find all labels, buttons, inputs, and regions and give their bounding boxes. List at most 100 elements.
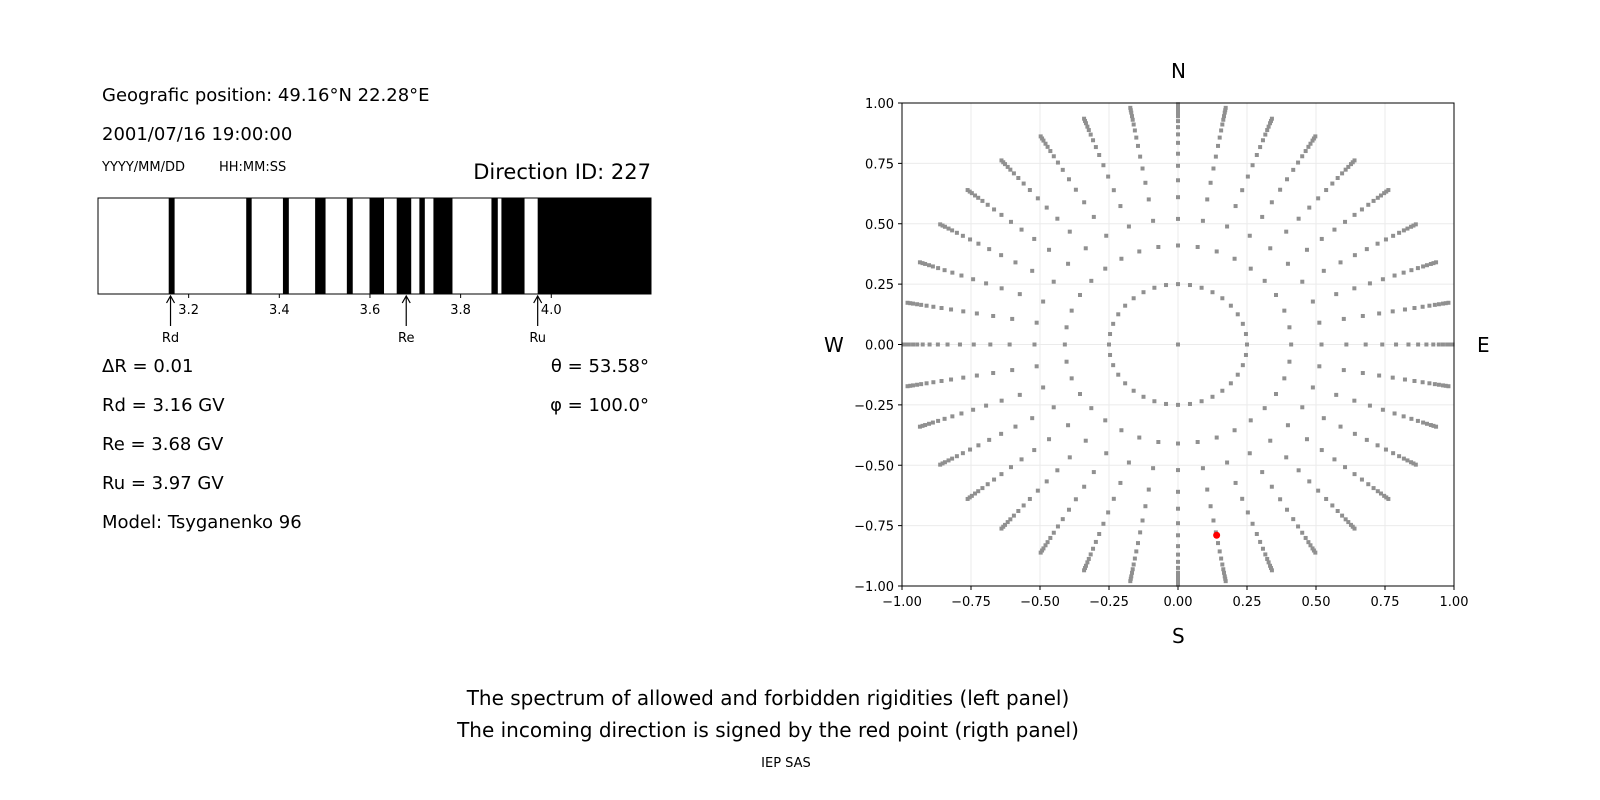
direction-point <box>1048 535 1053 540</box>
direction-point <box>1420 304 1425 309</box>
direction-point <box>1130 567 1135 572</box>
direction-point <box>1176 441 1180 446</box>
direction-point <box>1316 196 1321 201</box>
direction-point <box>1364 247 1369 252</box>
direction-scatter-chart: −1.00−1.00 −0.75 −0.75 −0.50 −0.50 −0.25 −0.25… <box>854 97 1468 610</box>
direction-point <box>1032 448 1037 453</box>
x-tick-label: 0.25 <box>1233 595 1262 610</box>
direction-point <box>1143 504 1148 509</box>
direction-point <box>1111 321 1116 326</box>
direction-point <box>1176 402 1180 407</box>
direction-point <box>1287 359 1292 364</box>
datetime: 2001/07/16 19:00:00 <box>102 124 293 145</box>
x-tick-label: 0.75 <box>1371 595 1400 610</box>
direction-point <box>1129 114 1134 119</box>
direction-point <box>1214 435 1219 440</box>
direction-point <box>1375 443 1380 448</box>
x-tick-label: 3.4 <box>269 303 290 318</box>
direction-point <box>1091 546 1096 551</box>
direction-point <box>919 382 924 387</box>
direction-point <box>915 382 920 387</box>
direction-point <box>1083 438 1088 443</box>
direction-point <box>1126 224 1131 229</box>
direction-point <box>915 302 920 307</box>
direction-point <box>1021 181 1026 186</box>
caption-line-1: The spectrum of allowed and forbidden ri… <box>466 686 1070 710</box>
direction-point <box>1176 521 1180 526</box>
y-tick-label: 0.75 <box>865 157 894 172</box>
direction-point <box>1176 163 1180 168</box>
direction-point <box>1152 285 1157 290</box>
direction-point <box>974 311 979 316</box>
direction-point <box>1291 517 1296 522</box>
direction-point <box>1263 552 1268 557</box>
direction-point <box>984 281 989 286</box>
direction-point <box>1310 138 1315 143</box>
direction-point <box>1330 181 1335 186</box>
direction-point <box>985 202 990 207</box>
direction-point <box>1296 468 1301 473</box>
direction-point <box>1010 316 1015 321</box>
direction-point <box>1129 110 1134 115</box>
direction-point <box>1116 372 1121 377</box>
forbidden-band <box>282 198 289 294</box>
direction-point <box>1223 105 1228 110</box>
direction-point <box>1310 385 1315 390</box>
direction-point <box>931 380 936 385</box>
direction-point <box>1384 495 1389 500</box>
direction-point <box>1176 544 1180 549</box>
direction-point <box>1010 368 1015 373</box>
direction-point <box>1223 579 1228 584</box>
direction-point <box>1401 228 1406 233</box>
direction-point <box>1335 176 1340 181</box>
direction-point <box>1034 320 1039 325</box>
direction-point <box>988 342 993 347</box>
y-tick-label: 0.25 <box>865 278 894 293</box>
forbidden-band <box>369 198 385 294</box>
direction-point <box>1285 423 1290 428</box>
direction-point <box>954 454 959 459</box>
direction-point <box>1041 385 1046 390</box>
direction-point <box>1401 456 1406 461</box>
direction-point <box>1221 117 1226 122</box>
direction-point <box>1176 342 1180 347</box>
forbidden-band <box>396 198 412 294</box>
direction-point <box>1248 266 1253 271</box>
direction-point <box>1089 278 1094 283</box>
compass-east: E <box>1477 333 1490 357</box>
direction-point <box>1088 132 1093 137</box>
direction-point <box>1378 491 1383 496</box>
direction-point <box>1307 205 1312 210</box>
direction-point <box>1066 177 1071 182</box>
direction-point <box>999 398 1004 403</box>
time-format-label: HH:MM:SS <box>219 160 287 175</box>
direction-point <box>1405 226 1410 231</box>
direction-point <box>1195 244 1200 249</box>
direction-point <box>1359 477 1364 482</box>
direction-point <box>1352 253 1357 258</box>
direction-point <box>910 301 915 306</box>
direction-point <box>1383 447 1388 452</box>
direction-point <box>905 300 910 305</box>
direction-point <box>1131 122 1136 127</box>
direction-point <box>1118 480 1123 485</box>
direction-point <box>969 191 974 196</box>
direction-point <box>1284 455 1289 460</box>
direction-point <box>1176 178 1180 183</box>
direction-point <box>1401 414 1406 419</box>
direction-point <box>1176 102 1180 107</box>
direction-point <box>1432 302 1437 307</box>
direction-point <box>1156 440 1161 445</box>
direction-point <box>939 306 944 311</box>
direction-point <box>1254 531 1259 536</box>
direction-point <box>1343 517 1348 522</box>
direction-point <box>1225 224 1230 229</box>
direction-point <box>1038 550 1043 555</box>
direction-point <box>1352 398 1357 403</box>
direction-point <box>976 489 981 494</box>
direction-point <box>1091 470 1096 475</box>
direction-point <box>1103 266 1108 271</box>
direction-point <box>1343 465 1348 470</box>
arrow-head-icon <box>533 294 543 304</box>
direction-point <box>940 461 945 466</box>
